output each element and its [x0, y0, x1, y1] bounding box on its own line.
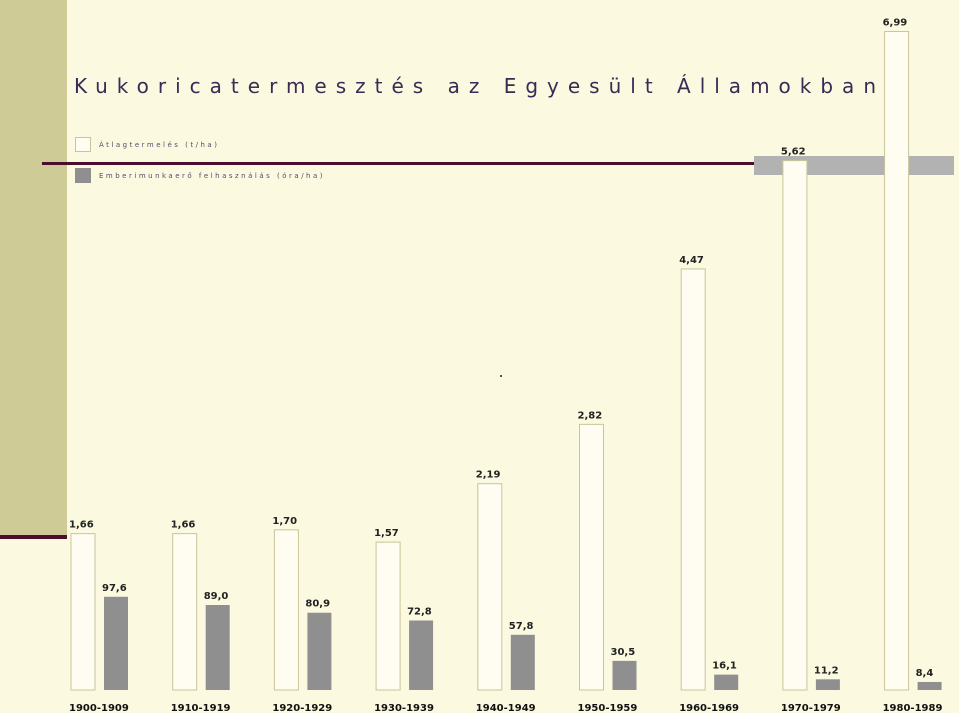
- legend-item-labor: Emberimunkaerő felhasználás (óra/ha): [75, 168, 325, 183]
- labor-value-label: 8,4: [916, 668, 934, 679]
- category-label: 1970-1979: [781, 703, 841, 713]
- yield-value-label: 1,70: [272, 516, 297, 527]
- yield-bar: [172, 533, 198, 691]
- header-rule: [42, 162, 754, 165]
- labor-value-label: 57,8: [509, 621, 534, 632]
- labor-value-label: 89,0: [204, 591, 229, 602]
- legend-swatch-labor: [75, 168, 91, 183]
- labor-bar: [307, 612, 332, 690]
- legend-item-yield: Átlagtermelés (t/ha): [75, 137, 219, 152]
- yield-bar: [477, 483, 503, 691]
- labor-bar: [917, 681, 942, 690]
- labor-bar: [714, 674, 739, 690]
- yield-value-label: 1,66: [171, 520, 196, 531]
- yield-bar: [579, 423, 604, 691]
- labor-bar: [612, 660, 637, 690]
- category-label: 1910-1919: [171, 703, 231, 713]
- category-label: 1920-1929: [272, 703, 332, 713]
- category-label: 1980-1989: [883, 703, 943, 713]
- labor-bar: [510, 634, 535, 690]
- category-label: 1940-1949: [476, 703, 536, 713]
- category-label: 1900-1909: [69, 703, 129, 713]
- yield-value-label: 4,47: [679, 255, 704, 266]
- yield-value-label: 6,99: [883, 18, 908, 29]
- sidebar-bottom-rule: [0, 535, 67, 539]
- category-label: 1930-1939: [374, 703, 434, 713]
- labor-value-label: 11,2: [814, 665, 839, 676]
- labor-value-label: 30,5: [611, 647, 636, 658]
- yield-value-label: 5,62: [781, 147, 806, 158]
- yield-value-label: 2,82: [578, 410, 603, 421]
- labor-value-label: 97,6: [102, 583, 127, 594]
- labor-value-label: 72,8: [407, 606, 432, 617]
- yield-bar: [680, 268, 706, 691]
- yield-value-label: 1,66: [69, 520, 94, 531]
- yield-value-label: 2,19: [476, 470, 501, 481]
- yield-bar: [273, 529, 299, 691]
- labor-value-label: 16,1: [712, 661, 737, 672]
- stray-dot: [500, 375, 502, 377]
- labor-bar: [205, 605, 230, 690]
- legend-label-labor: Emberimunkaerő felhasználás (óra/ha): [99, 171, 326, 180]
- yield-bar: [70, 533, 96, 691]
- yield-bar: [884, 31, 910, 691]
- chart-title: Kukoricatermesztés az Egyesült Államokba…: [74, 74, 885, 98]
- category-label: 1960-1969: [679, 703, 739, 713]
- sidebar-decoration: [0, 0, 67, 535]
- labor-bar: [815, 679, 840, 690]
- labor-bar: [104, 596, 128, 690]
- category-label: 1950-1959: [578, 703, 638, 713]
- legend-label-yield: Átlagtermelés (t/ha): [99, 140, 220, 149]
- labor-bar: [409, 620, 434, 690]
- yield-value-label: 1,57: [374, 528, 399, 539]
- yield-bar: [782, 160, 808, 691]
- yield-bar: [375, 541, 401, 691]
- labor-value-label: 80,9: [305, 599, 330, 610]
- legend-swatch-yield: [75, 137, 91, 152]
